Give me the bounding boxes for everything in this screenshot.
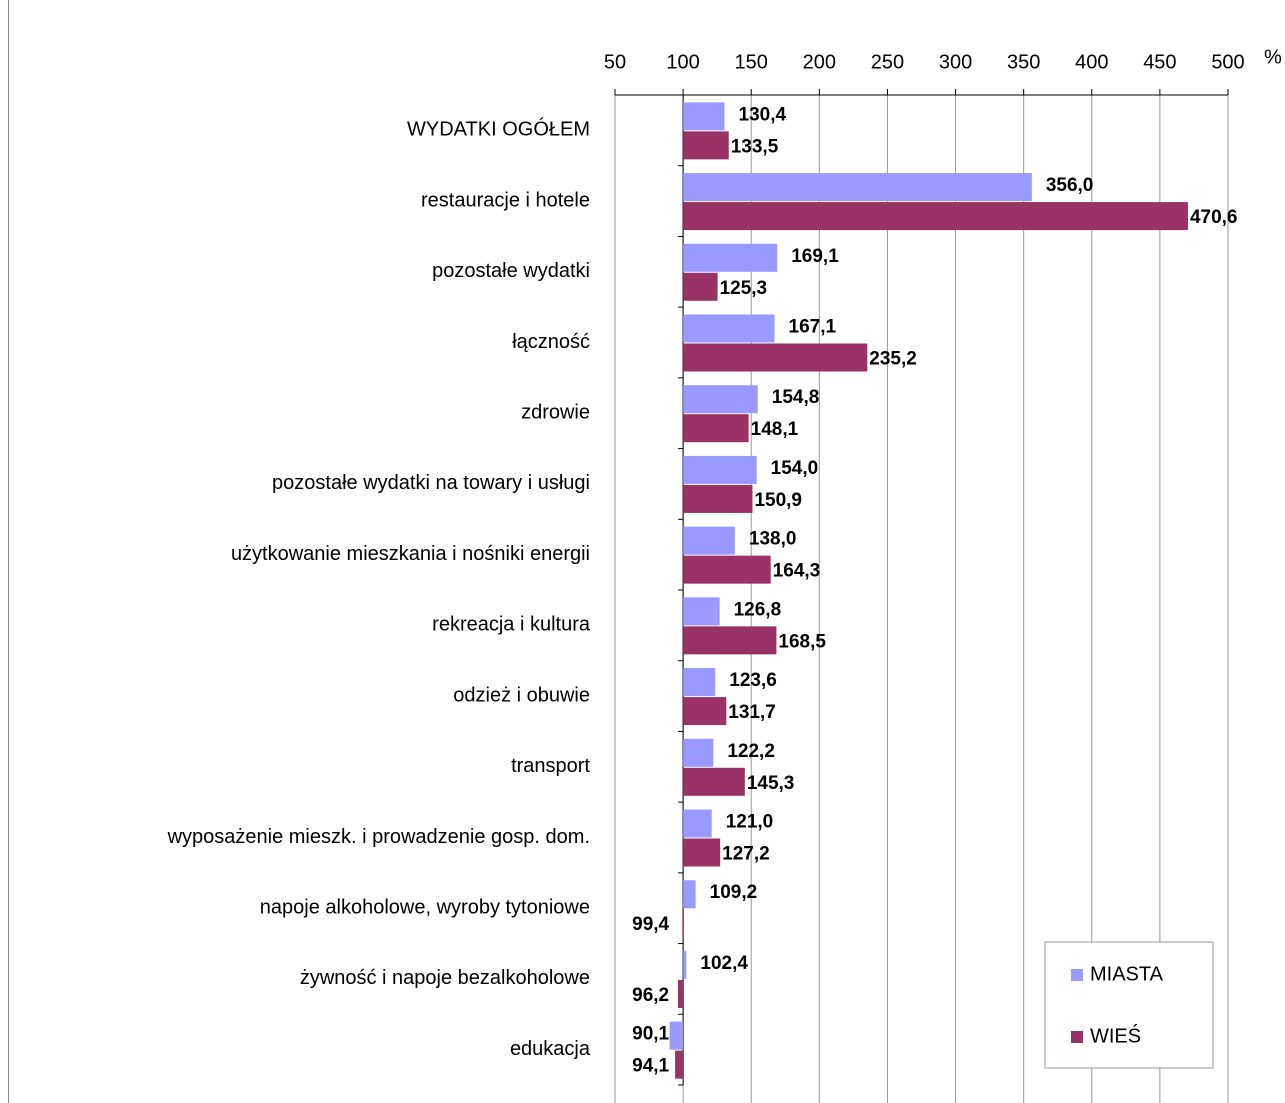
category-label: pozostałe wydatki na towary i usługi (272, 472, 590, 494)
bar (683, 738, 714, 767)
legend-label: WIEŚ (1090, 1023, 1141, 1047)
x-tick-label: 250 (871, 51, 904, 73)
value-label: 154,8 (772, 387, 820, 408)
category-label: zdrowie (521, 401, 590, 423)
category-label: transport (511, 755, 590, 777)
bar (683, 668, 716, 697)
value-label: 130,4 (739, 104, 787, 125)
category-label: napoje alkoholowe, wyroby tytoniowe (260, 896, 590, 918)
value-label: 356,0 (1046, 175, 1094, 196)
value-label: 102,4 (700, 953, 748, 974)
x-unit: % (1264, 46, 1282, 68)
legend-box (1044, 941, 1214, 1069)
bar (683, 414, 749, 443)
x-tick-label: 150 (735, 51, 768, 73)
category-label: wyposażenie mieszk. i prowadzenie gosp. … (167, 826, 590, 848)
bar (683, 838, 721, 867)
category-label: żywność i napoje bezalkoholowe (300, 967, 590, 989)
category-label: rekreacja i kultura (432, 614, 591, 636)
x-tick-label: 350 (1007, 51, 1040, 73)
category-label: pozostałe wydatki (432, 260, 590, 282)
bar (683, 526, 735, 555)
value-label: 164,3 (773, 561, 821, 582)
legend-label: MIASTA (1090, 963, 1164, 985)
value-label: 168,5 (778, 631, 826, 652)
value-label: 169,1 (791, 246, 839, 267)
value-label: 122,2 (727, 741, 775, 762)
value-label: 109,2 (710, 882, 758, 903)
bar (683, 626, 777, 655)
bar (677, 979, 684, 1008)
value-label: 123,6 (729, 670, 777, 691)
value-label: 96,2 (632, 985, 669, 1006)
value-label: 133,5 (731, 136, 779, 157)
bar (669, 1021, 684, 1050)
bar (683, 202, 1188, 231)
bar (683, 102, 725, 131)
x-tick-label: 200 (803, 51, 836, 73)
category-label: WYDATKI OGÓŁEM (407, 118, 590, 141)
bar (683, 555, 771, 584)
bar (683, 767, 745, 796)
x-tick-label: 50 (604, 51, 626, 73)
value-label: 99,4 (632, 914, 669, 935)
value-label: 148,1 (751, 419, 799, 440)
x-tick-label: 500 (1211, 51, 1244, 73)
x-tick-label: 300 (939, 51, 972, 73)
x-tick-label: 450 (1143, 51, 1176, 73)
bar (675, 1050, 684, 1079)
bar (683, 385, 758, 414)
bar (683, 314, 775, 343)
bar (683, 272, 718, 301)
category-label: użytkowanie mieszkania i nośniki energii (231, 543, 590, 565)
bar (683, 950, 687, 979)
bar (683, 131, 729, 160)
bar (683, 173, 1032, 202)
value-label: 127,2 (722, 844, 770, 865)
value-label: 94,1 (632, 1056, 669, 1077)
value-label: 235,2 (869, 349, 917, 370)
x-tick-label: 400 (1075, 51, 1108, 73)
bar (683, 343, 868, 372)
value-label: 145,3 (747, 773, 795, 794)
bar (683, 243, 778, 272)
bar (683, 697, 727, 726)
bar (682, 909, 684, 938)
value-label: 90,1 (632, 1024, 669, 1045)
bar (683, 809, 712, 838)
bar (683, 880, 696, 909)
value-label: 131,7 (728, 702, 776, 723)
value-label: 154,0 (771, 458, 819, 479)
value-label: 125,3 (720, 278, 768, 299)
category-label: edukacja (510, 1038, 591, 1060)
legend-swatch (1071, 1031, 1083, 1043)
bar (683, 455, 757, 484)
value-label: 150,9 (754, 490, 802, 511)
bar (683, 484, 753, 513)
category-label: odzież i obuwie (453, 684, 590, 706)
legend-swatch (1071, 969, 1083, 981)
category-label: łączność (512, 331, 590, 353)
value-label: 167,1 (789, 317, 837, 338)
value-label: 470,6 (1190, 207, 1238, 228)
x-tick-label: 100 (666, 51, 699, 73)
value-label: 121,0 (726, 812, 774, 833)
category-label: restauracje i hotele (421, 189, 590, 211)
bar (683, 597, 720, 626)
value-label: 126,8 (734, 599, 782, 620)
value-label: 138,0 (749, 529, 797, 550)
